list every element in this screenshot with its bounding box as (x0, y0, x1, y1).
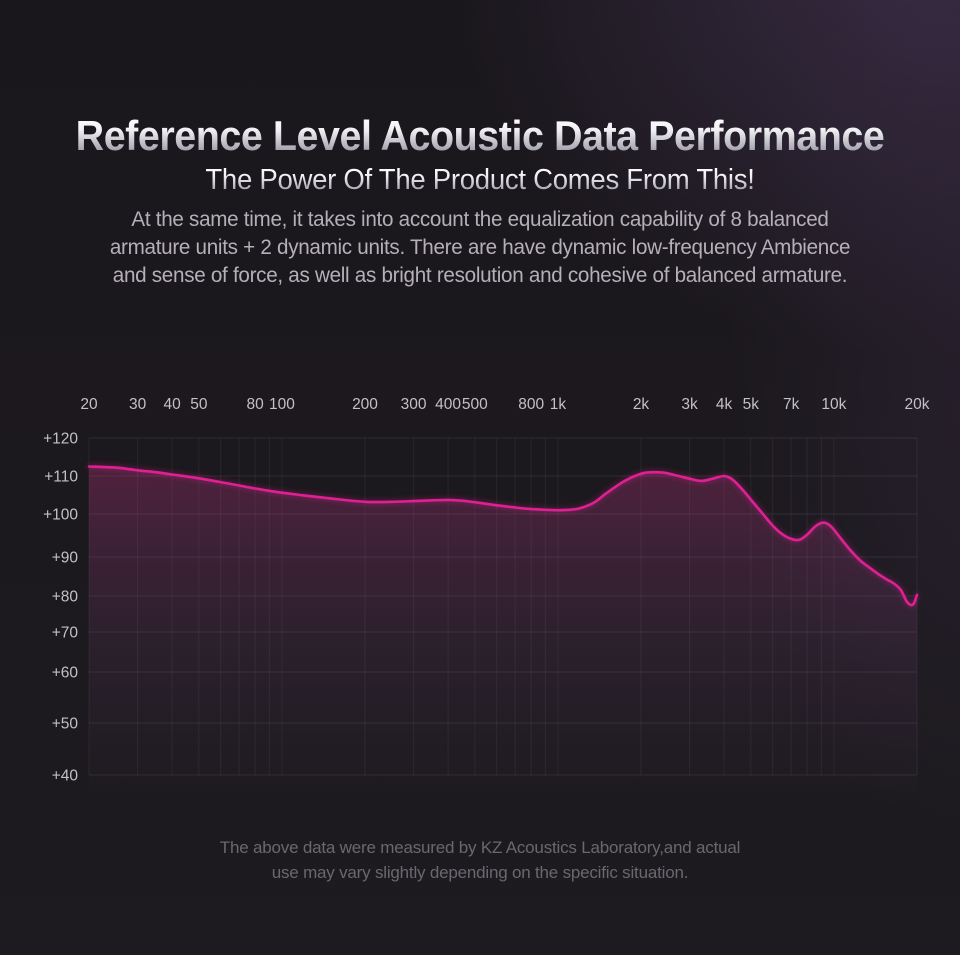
page-title: Reference Level Acoustic Data Performanc… (29, 112, 931, 160)
y-axis-tick-label: +110 (44, 469, 78, 486)
x-axis-tick-label: 50 (190, 396, 208, 413)
footer-line: use may vary slightly depending on the s… (271, 863, 689, 882)
page-subtitle: The Power Of The Product Comes From This… (24, 164, 936, 197)
x-axis-tick-label: 40 (163, 396, 181, 413)
y-axis-tick-label: +60 (52, 665, 79, 682)
x-axis-tick-label: 200 (352, 396, 378, 413)
y-axis-tick-label: +70 (52, 625, 79, 642)
x-axis-tick-label: 3k (681, 396, 698, 413)
y-axis-tick-label: +40 (52, 768, 79, 785)
frequency-response-curve (87, 465, 919, 607)
x-axis-tick-label: 20 (80, 396, 98, 413)
curve-area-fill (89, 466, 917, 807)
x-axis-tick-label: 800 (518, 396, 544, 413)
footer-line: The above data were measured by KZ Acous… (219, 838, 741, 857)
description-line: and sense of force, as well as bright re… (112, 263, 848, 287)
y-axis-tick-label: +50 (52, 716, 79, 733)
frequency-response-plot: 20 30 40 50 80 100 200 300 400 500 800 1k 2k 3k 4k 5k 7k… (43, 396, 930, 807)
description-line: armature units + 2 dynamic units. There … (109, 235, 851, 259)
x-axis-tick-label: 2k (633, 396, 650, 413)
x-axis-tick-label: 80 (247, 396, 265, 413)
footer-note: The above data were measured by KZ Acous… (0, 835, 960, 885)
y-axis-tick-label: +90 (52, 550, 79, 567)
x-axis-tick-label: 5k (743, 396, 760, 413)
y-axis-tick-label: +100 (43, 507, 78, 524)
frequency-response-chart: 20 30 40 50 80 100 200 300 400 500 800 1k 2k 3k 4k 5k 7k… (0, 380, 960, 830)
x-axis-tick-label: 4k (716, 396, 733, 413)
x-axis-tick-label: 1k (550, 396, 567, 413)
y-axis-tick-label: +80 (52, 589, 79, 606)
x-axis-tick-label: 30 (129, 396, 147, 413)
description-line: At the same time, it takes into account … (131, 207, 829, 231)
description-paragraph: At the same time, it takes into account … (19, 205, 941, 289)
x-axis-tick-label: 10k (821, 396, 846, 413)
x-axis-tick-label: 20k (905, 396, 930, 413)
x-axis-tick-label: 400 (435, 396, 461, 413)
x-axis-tick-label: 7k (783, 396, 800, 413)
y-axis-tick-label: +120 (43, 431, 78, 448)
x-axis-tick-label: 500 (462, 396, 488, 413)
x-axis-tick-label: 100 (269, 396, 295, 413)
x-axis-tick-label: 300 (401, 396, 427, 413)
